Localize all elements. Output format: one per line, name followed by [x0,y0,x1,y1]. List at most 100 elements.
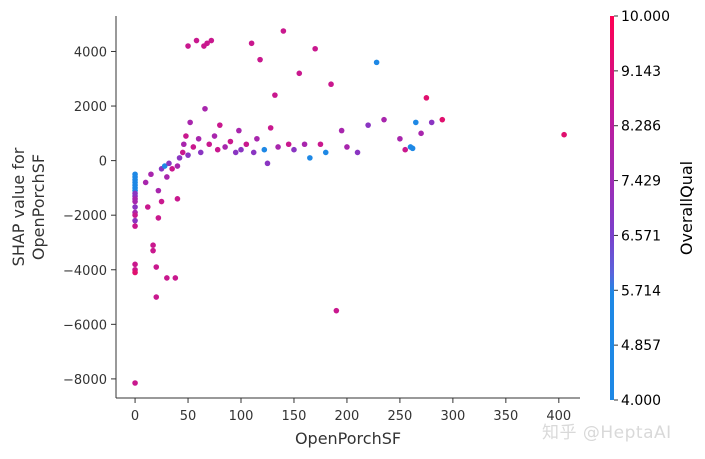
data-point [132,204,138,210]
data-point [272,92,278,98]
data-point [214,146,221,153]
data-point [132,269,138,276]
data-point [328,81,334,88]
data-point [150,247,156,254]
data-point [217,122,223,128]
y-tick-label: −4000 [63,264,107,279]
data-point [561,131,567,138]
data-point [423,95,430,101]
data-point [250,149,257,156]
data-point [153,294,160,300]
data-point [301,141,308,148]
x-tick-label: 350 [493,409,518,424]
data-point [176,155,183,161]
data-point [144,204,151,210]
data-point [280,28,287,34]
data-point [354,149,361,156]
data-point [150,242,156,248]
data-point [418,130,424,137]
x-tick-label: 250 [387,409,412,424]
colorbar-tick-label: 6.571 [621,228,661,244]
colorbar-tick-label: 7.429 [621,174,661,190]
data-point [153,264,160,270]
colorbar-tick-label: 4.000 [621,393,661,409]
data-point [155,215,162,221]
data-point [211,133,218,139]
colorbar-tick-label: 10.000 [621,9,670,25]
colorbar-gradient [610,16,614,400]
data-point [132,212,138,218]
data-point [172,275,179,281]
y-axis-title-line: SHAP value for [9,147,28,266]
data-point [409,145,416,152]
axes: 0 50 100 150 200 250 300 350 400 −8000 −6000 −4000 −… [9,16,580,448]
data-point [412,119,419,126]
data-point [174,196,181,202]
data-point [164,174,170,180]
data-point [142,179,149,186]
data-point [202,105,208,112]
data-point [132,223,138,229]
data-point [158,198,165,205]
data-point [312,45,318,52]
y-tick-label: −6000 [63,318,107,333]
y-tick-label: 0 [99,155,107,170]
data-point [285,141,292,148]
colorbar-tick-label: 5.714 [621,283,661,299]
data-point [180,141,187,148]
data-point [132,261,138,268]
data-point [206,141,213,148]
x-tick-label: 0 [131,409,139,424]
colorbar-tick-label: 9.143 [621,64,661,80]
data-point [238,146,244,153]
x-tick-label: 50 [180,409,197,424]
data-point [236,127,242,134]
data-point [402,146,409,153]
data-point [322,149,329,156]
data-point [169,166,175,172]
data-point [227,138,234,145]
data-point [296,70,303,77]
data-point [166,160,172,167]
data-point [365,122,371,128]
data-point [397,135,403,142]
y-tick-label: 2000 [74,100,107,115]
x-tick-label: 400 [546,409,571,424]
data-point [381,116,387,123]
data-point [254,135,260,142]
data-point [195,135,202,142]
data-point [317,141,324,148]
data-point [208,37,215,44]
data-point [243,141,250,148]
data-point [204,40,210,47]
data-point [132,380,138,386]
colorbar: 4.000 4.857 5.714 6.571 7.429 8.286 9.143 10.00… [610,9,696,409]
data-point [232,149,239,156]
data-point [187,119,193,126]
y-tick-label: 4000 [74,45,107,60]
x-tick-label: 200 [335,409,360,424]
data-point [190,144,197,150]
data-point [193,37,200,44]
x-tick-label: 100 [229,409,254,424]
data-point [161,163,168,169]
data-point [197,149,204,156]
colorbar-title: OverallQual [677,161,696,255]
data-point [307,155,313,161]
data-point [132,198,138,205]
data-point [155,187,162,194]
data-point [344,144,350,150]
data-point [267,125,274,131]
data-point [148,171,154,178]
data-point [248,40,255,47]
data-point [164,275,170,281]
data-point [185,152,191,158]
data-point [185,43,191,49]
data-point [222,144,228,150]
data-point [257,56,263,63]
data-point [261,146,268,153]
data-point [183,133,189,139]
data-point [174,163,181,169]
data-points [132,28,567,386]
data-point [179,149,186,156]
